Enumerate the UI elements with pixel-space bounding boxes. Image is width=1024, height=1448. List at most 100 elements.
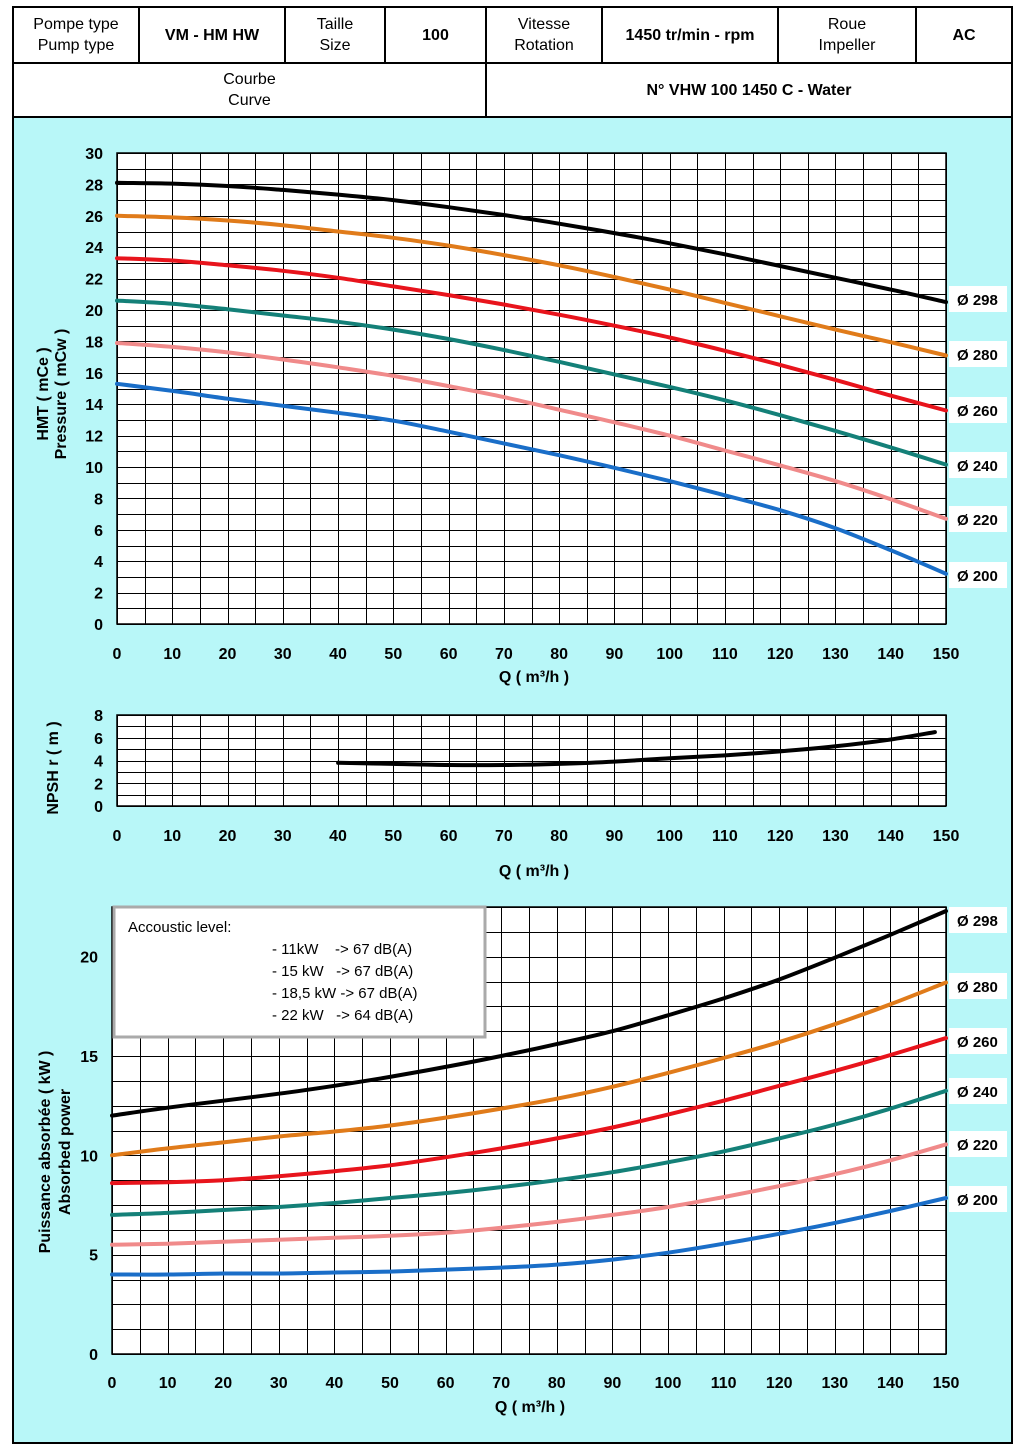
npsh-x-tick-label: 30	[274, 828, 292, 845]
npsh-x-tick-label: 90	[606, 828, 624, 845]
power-x-tick-label: 140	[877, 1375, 904, 1392]
power-y-tick-label: 15	[80, 1049, 98, 1066]
npsh-chart: 0 10 20 30 40 50 60 70 80 90 100 110 120 130 140 150 0 2 4…	[94, 708, 959, 845]
power-x-tick-label: 0	[108, 1375, 117, 1392]
npsh-y-tick-label: 6	[94, 731, 103, 748]
power-series-label: Ø 298	[957, 913, 998, 930]
head-x-tick-label: 80	[550, 646, 568, 663]
power-series-label: Ø 260	[957, 1034, 998, 1051]
acoustic-line-2: - 15 kW -> 67 dB(A)	[272, 963, 413, 980]
head-x-tick-label: 130	[822, 646, 849, 663]
head-x-tick-label: 110	[712, 646, 738, 663]
power-x-tick-label: 120	[766, 1375, 793, 1392]
head-y-tick-label: 6	[94, 523, 103, 540]
head-y-tick-label: 4	[94, 554, 103, 571]
power-x-tick-label: 10	[159, 1375, 177, 1392]
power-series-label: Ø 240	[957, 1084, 998, 1101]
head-x-tick-label: 50	[384, 646, 402, 663]
power-x-tick-label: 90	[604, 1375, 622, 1392]
head-y-tick-label: 0	[94, 617, 103, 634]
npsh-y-tick-label: 2	[94, 776, 103, 793]
npsh-x-tick-label: 120	[767, 828, 794, 845]
head-y-tick-label: 8	[94, 491, 103, 508]
power-x-tick-label: 20	[214, 1375, 232, 1392]
power-x-tick-label: 80	[548, 1375, 566, 1392]
pump-curves-svg: 0 10 20 30 40 50 60 70 80 90 100 110 120 130 140 150024…	[0, 0, 1024, 1448]
power-y-tick-label: 10	[80, 1148, 98, 1165]
power-x-tick-label: 130	[821, 1375, 848, 1392]
head-y-tick-label: 26	[85, 209, 103, 226]
head-series-label: Ø 280	[957, 347, 998, 364]
npsh-x-tick-label: 40	[329, 828, 347, 845]
npsh-x-tick-label: 50	[384, 828, 402, 845]
head-y-tick-label: 16	[85, 366, 103, 383]
power-x-tick-label: 60	[437, 1375, 455, 1392]
head-x-tick-label: 0	[113, 646, 122, 663]
npsh-x-tick-label: 0	[113, 828, 122, 845]
acoustic-title: Accoustic level:	[128, 919, 231, 936]
head-x-tick-label: 20	[219, 646, 237, 663]
npsh-x-tick-label: 10	[163, 828, 181, 845]
head-x-tick-label: 10	[163, 646, 181, 663]
acoustic-line-3: - 18,5 kW -> 67 dB(A)	[272, 985, 417, 1002]
npsh-x-tick-label: 20	[219, 828, 237, 845]
power-x-tick-label: 110	[711, 1375, 737, 1392]
power-ylabel-en: Absorbed power	[57, 1089, 74, 1215]
power-ylabel-fr: Puissance absorbée ( kW )	[37, 1051, 54, 1254]
npsh-y-tick-label: 4	[94, 754, 103, 771]
head-x-tick-label: 150	[933, 646, 960, 663]
head-y-tick-label: 14	[85, 397, 103, 414]
head-y-tick-label: 12	[85, 429, 103, 446]
head-ylabel-fr: HMT ( mCe )	[35, 347, 52, 440]
acoustic-box: Accoustic level: - 11kW -> 67 dB(A) - 15…	[114, 907, 485, 1037]
head-y-tick-label: 20	[85, 303, 103, 320]
acoustic-line-1: - 11kW -> 67 dB(A)	[272, 941, 412, 958]
power-series-label: Ø 220	[957, 1137, 998, 1154]
power-x-tick-label: 100	[655, 1375, 682, 1392]
power-x-tick-label: 50	[381, 1375, 399, 1392]
head-y-tick-label: 10	[85, 460, 103, 477]
power-x-tick-label: 30	[270, 1375, 288, 1392]
acoustic-line-4: - 22 kW -> 64 dB(A)	[272, 1007, 413, 1024]
head-x-tick-label: 140	[877, 646, 904, 663]
head-plot-area	[117, 153, 946, 624]
npsh-x-tick-label: 100	[656, 828, 683, 845]
head-series-label: Ø 200	[957, 568, 998, 585]
npsh-xlabel: Q ( m³/h )	[499, 863, 569, 880]
head-x-tick-label: 60	[440, 646, 458, 663]
head-x-tick-label: 100	[656, 646, 683, 663]
head-y-tick-label: 18	[85, 334, 103, 351]
npsh-ylabel: NPSH r ( m )	[45, 721, 62, 814]
head-x-tick-label: 40	[329, 646, 347, 663]
npsh-x-tick-label: 110	[712, 828, 738, 845]
power-y-tick-label: 0	[89, 1347, 98, 1364]
npsh-x-tick-label: 140	[877, 828, 904, 845]
head-ylabel-en: Pressure ( mCw )	[53, 329, 70, 460]
npsh-x-tick-label: 70	[495, 828, 513, 845]
head-x-tick-label: 90	[606, 646, 624, 663]
head-chart: 0 10 20 30 40 50 60 70 80 90 100 110 120 130 140 150024…	[85, 146, 1007, 663]
power-xlabel: Q ( m³/h )	[495, 1399, 565, 1416]
head-series-label: Ø 220	[957, 512, 998, 529]
npsh-x-tick-label: 80	[550, 828, 568, 845]
head-series-label: Ø 298	[957, 292, 998, 309]
power-x-tick-label: 70	[492, 1375, 510, 1392]
npsh-x-tick-label: 60	[440, 828, 458, 845]
head-y-tick-label: 2	[94, 586, 103, 603]
head-y-tick-label: 22	[85, 272, 103, 289]
head-x-tick-label: 120	[767, 646, 794, 663]
npsh-x-tick-label: 150	[933, 828, 960, 845]
npsh-plot-area	[117, 715, 946, 806]
head-y-tick-label: 30	[85, 146, 103, 163]
npsh-x-tick-label: 130	[822, 828, 849, 845]
head-x-tick-label: 30	[274, 646, 292, 663]
power-series-label: Ø 200	[957, 1192, 998, 1209]
head-series-label: Ø 240	[957, 458, 998, 475]
power-y-tick-label: 5	[89, 1248, 98, 1265]
npsh-y-tick-label: 0	[94, 799, 103, 816]
head-xlabel: Q ( m³/h )	[499, 669, 569, 686]
head-y-tick-label: 24	[85, 240, 103, 257]
power-y-tick-label: 20	[80, 950, 98, 967]
head-y-tick-label: 28	[85, 177, 103, 194]
power-x-tick-label: 40	[326, 1375, 344, 1392]
